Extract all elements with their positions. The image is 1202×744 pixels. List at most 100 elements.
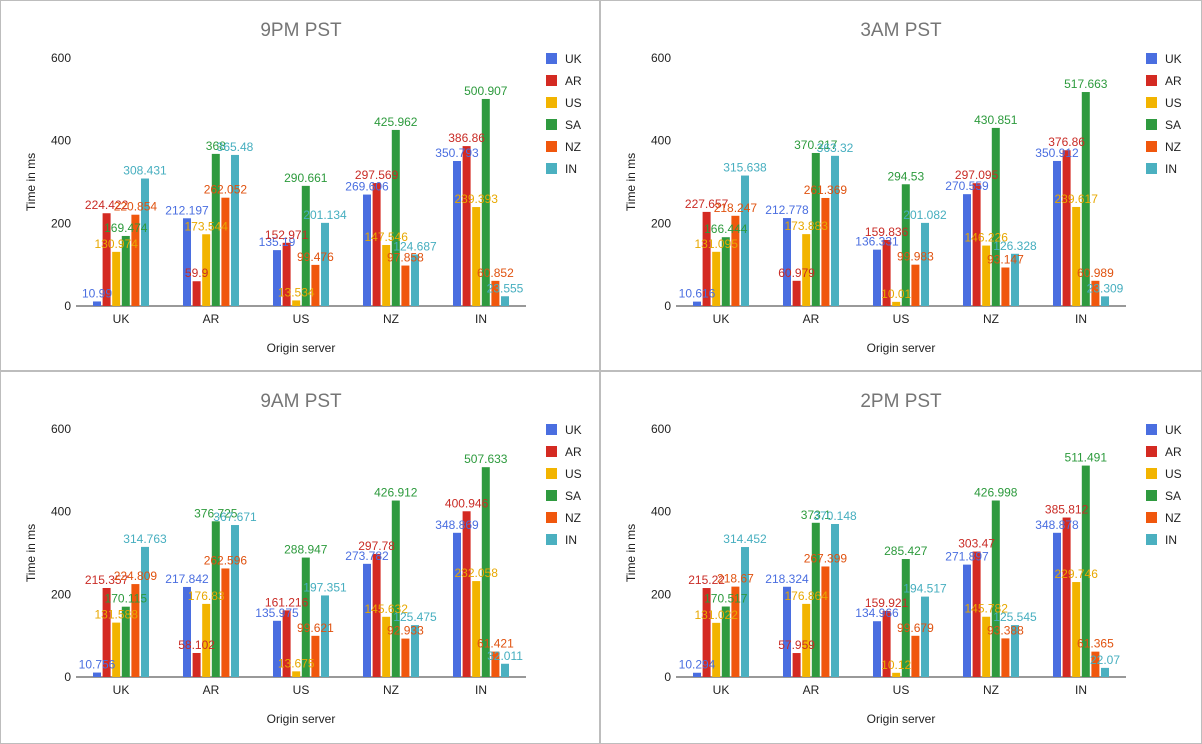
bar-in-nz (411, 254, 419, 306)
legend-swatch (546, 163, 557, 174)
y-tick-label: 0 (64, 670, 71, 684)
data-label: 400.946 (445, 496, 489, 510)
data-label: 10.01 (881, 287, 911, 301)
bar-sa-in (481, 98, 490, 307)
legend-label: US (565, 96, 582, 110)
x-tick-label: IN (475, 312, 487, 326)
bar-us-nz (982, 245, 991, 306)
bar-nz-uk (731, 586, 740, 677)
bar-nz-in (1091, 651, 1100, 677)
data-label: 23.555 (487, 281, 524, 295)
legend-label: US (1165, 467, 1182, 481)
data-label: 314.763 (123, 532, 167, 546)
data-label: 350.912 (1035, 146, 1079, 160)
bar-uk-uk (693, 301, 701, 306)
bar-in-nz (1011, 625, 1019, 677)
data-label: 134.966 (855, 606, 899, 620)
legend-swatch (546, 468, 557, 479)
data-label: 166.444 (704, 222, 748, 236)
y-axis-title: Time in ms (24, 153, 38, 211)
data-label: 135.975 (255, 606, 299, 620)
x-tick-label: US (293, 683, 310, 697)
bar-nz-ar (221, 197, 230, 306)
bar-us-in (472, 581, 481, 677)
bar-sa-uk (121, 235, 130, 306)
bar-nz-nz (1001, 638, 1010, 677)
data-label: 60.979 (778, 266, 815, 280)
bar-uk-us (273, 620, 281, 677)
bar-uk-nz (363, 563, 371, 677)
bar-in-ar (831, 524, 839, 677)
data-label: 131.588 (95, 608, 139, 622)
data-label: 145.632 (365, 602, 409, 616)
chart-panel-9am: 9AM PST 0 200 400 600 Time in ms Origin server… (0, 371, 600, 744)
bar-in-nz (411, 625, 419, 677)
data-label: 363.32 (817, 141, 854, 155)
legend-label: NZ (565, 140, 581, 154)
legend-swatch (546, 534, 557, 545)
legend-label: AR (1165, 445, 1182, 459)
data-label: 350.793 (435, 146, 479, 160)
bar-uk-uk (93, 301, 101, 306)
y-tick-label: 200 (51, 587, 71, 601)
bar-nz-ar (821, 566, 830, 677)
bar-nz-nz (401, 638, 410, 677)
legend-label: SA (565, 489, 581, 503)
y-tick-label: 600 (651, 422, 671, 436)
bar-ar-ar (792, 280, 801, 306)
bar-in-uk (141, 178, 149, 306)
x-axis-title: Origin server (267, 712, 336, 726)
data-label: 61.365 (1077, 637, 1114, 651)
data-label: 125.545 (993, 610, 1037, 624)
data-label: 368 (206, 139, 226, 153)
bar-us-in (1072, 582, 1081, 677)
x-tick-label: IN (1075, 683, 1087, 697)
bar-ar-nz (972, 183, 981, 306)
bar-us-in (472, 207, 481, 306)
data-label: 57.959 (778, 638, 815, 652)
legend-swatch (1146, 534, 1157, 545)
bar-ar-nz (372, 553, 381, 677)
chart-title: 3AM PST (860, 20, 942, 41)
bar-ar-nz (372, 183, 381, 306)
data-label: 227.657 (685, 197, 729, 211)
legend-label: SA (1165, 489, 1181, 503)
data-label: 212.197 (165, 203, 209, 217)
legend-label: UK (565, 423, 582, 437)
bar-ar-in (1062, 150, 1071, 306)
bar-us-uk (112, 622, 121, 677)
data-label: 348.869 (435, 518, 479, 532)
bar-in-uk (141, 546, 149, 677)
chart-panel-3am: 3AM PST 0 200 400 600 Time in ms Origin server… (600, 0, 1202, 371)
bar-us-uk (712, 622, 721, 677)
legend-label: UK (565, 52, 582, 66)
bar-sa-us (301, 185, 310, 306)
bar-sa-nz (391, 129, 400, 306)
legend-label: UK (1165, 423, 1182, 437)
data-label: 147.546 (365, 230, 409, 244)
legend-label: NZ (1165, 140, 1181, 154)
bar-ar-uk (702, 211, 711, 306)
chart-panel-9pm: 9PM PST 0 200 400 600 Time in ms Origin server… (0, 0, 600, 371)
bar-uk-in (1053, 532, 1061, 677)
bar-nz-us (911, 635, 920, 677)
data-label: 22.07 (1090, 653, 1120, 667)
data-label: 262.596 (204, 553, 248, 567)
legend-swatch (546, 424, 557, 435)
legend-swatch (1146, 424, 1157, 435)
bar-sa-ar (211, 521, 220, 677)
y-axis-title: Time in ms (24, 524, 38, 582)
data-label: 169.474 (104, 221, 148, 235)
x-tick-label: UK (713, 312, 730, 326)
bar-ar-us (282, 610, 291, 677)
chart-svg: 3AM PST 0 200 400 600 Time in ms Origin server… (624, 20, 1182, 355)
bar-sa-uk (721, 237, 730, 306)
x-axis-title: Origin server (867, 341, 936, 355)
bar-uk-uk (93, 672, 101, 677)
data-label: 60.989 (1077, 266, 1114, 280)
bar-sa-nz (991, 500, 1000, 677)
data-label: 315.638 (723, 161, 767, 175)
bar-in-in (501, 663, 509, 677)
data-label: 131.022 (695, 608, 739, 622)
data-label: 176.864 (785, 589, 829, 603)
